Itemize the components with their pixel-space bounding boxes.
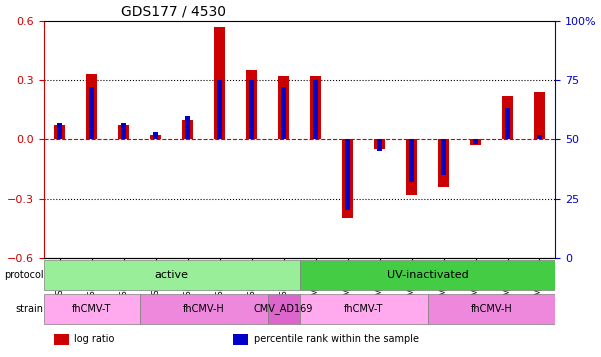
Bar xyxy=(502,96,513,139)
Text: CMV_AD169: CMV_AD169 xyxy=(254,303,313,314)
Bar xyxy=(54,334,69,345)
Text: UV-inactivated: UV-inactivated xyxy=(386,270,468,280)
Bar xyxy=(185,116,190,139)
Text: GDS177 / 4530: GDS177 / 4530 xyxy=(121,4,225,18)
Bar xyxy=(310,76,321,139)
Text: fhCMV-H: fhCMV-H xyxy=(471,304,513,314)
Bar xyxy=(441,139,446,175)
Bar xyxy=(281,87,286,139)
Bar xyxy=(218,80,222,139)
Bar xyxy=(182,120,194,139)
Bar xyxy=(345,139,350,211)
FancyBboxPatch shape xyxy=(44,293,140,324)
Text: log ratio: log ratio xyxy=(75,334,115,344)
Bar xyxy=(121,123,126,139)
Bar xyxy=(505,109,510,139)
Bar xyxy=(438,139,449,187)
Bar xyxy=(153,132,158,139)
Text: protocol: protocol xyxy=(4,270,44,280)
Text: fhCMV-T: fhCMV-T xyxy=(344,304,383,314)
Bar xyxy=(377,139,382,151)
FancyBboxPatch shape xyxy=(44,260,300,290)
Bar xyxy=(150,135,161,139)
Text: fhCMV-H: fhCMV-H xyxy=(183,304,225,314)
Bar xyxy=(118,126,129,139)
Bar xyxy=(534,92,545,139)
Bar xyxy=(233,334,248,345)
Bar xyxy=(54,126,66,139)
Bar xyxy=(470,139,481,145)
Bar xyxy=(409,139,414,182)
Bar xyxy=(342,139,353,218)
Bar xyxy=(537,135,542,139)
Text: active: active xyxy=(154,270,189,280)
Bar xyxy=(86,74,97,139)
FancyBboxPatch shape xyxy=(427,293,555,324)
Bar xyxy=(214,27,225,139)
Bar xyxy=(406,139,417,195)
Bar xyxy=(249,80,254,139)
Text: percentile rank within the sample: percentile rank within the sample xyxy=(254,334,418,344)
Bar xyxy=(473,139,478,144)
Bar xyxy=(278,76,289,139)
Bar xyxy=(374,139,385,149)
FancyBboxPatch shape xyxy=(140,293,267,324)
Text: strain: strain xyxy=(16,304,44,314)
Bar xyxy=(90,87,94,139)
FancyBboxPatch shape xyxy=(300,293,427,324)
Bar xyxy=(57,123,62,139)
FancyBboxPatch shape xyxy=(267,293,300,324)
Text: fhCMV-T: fhCMV-T xyxy=(72,304,111,314)
Bar xyxy=(313,80,318,139)
Bar xyxy=(246,70,257,139)
FancyBboxPatch shape xyxy=(300,260,555,290)
